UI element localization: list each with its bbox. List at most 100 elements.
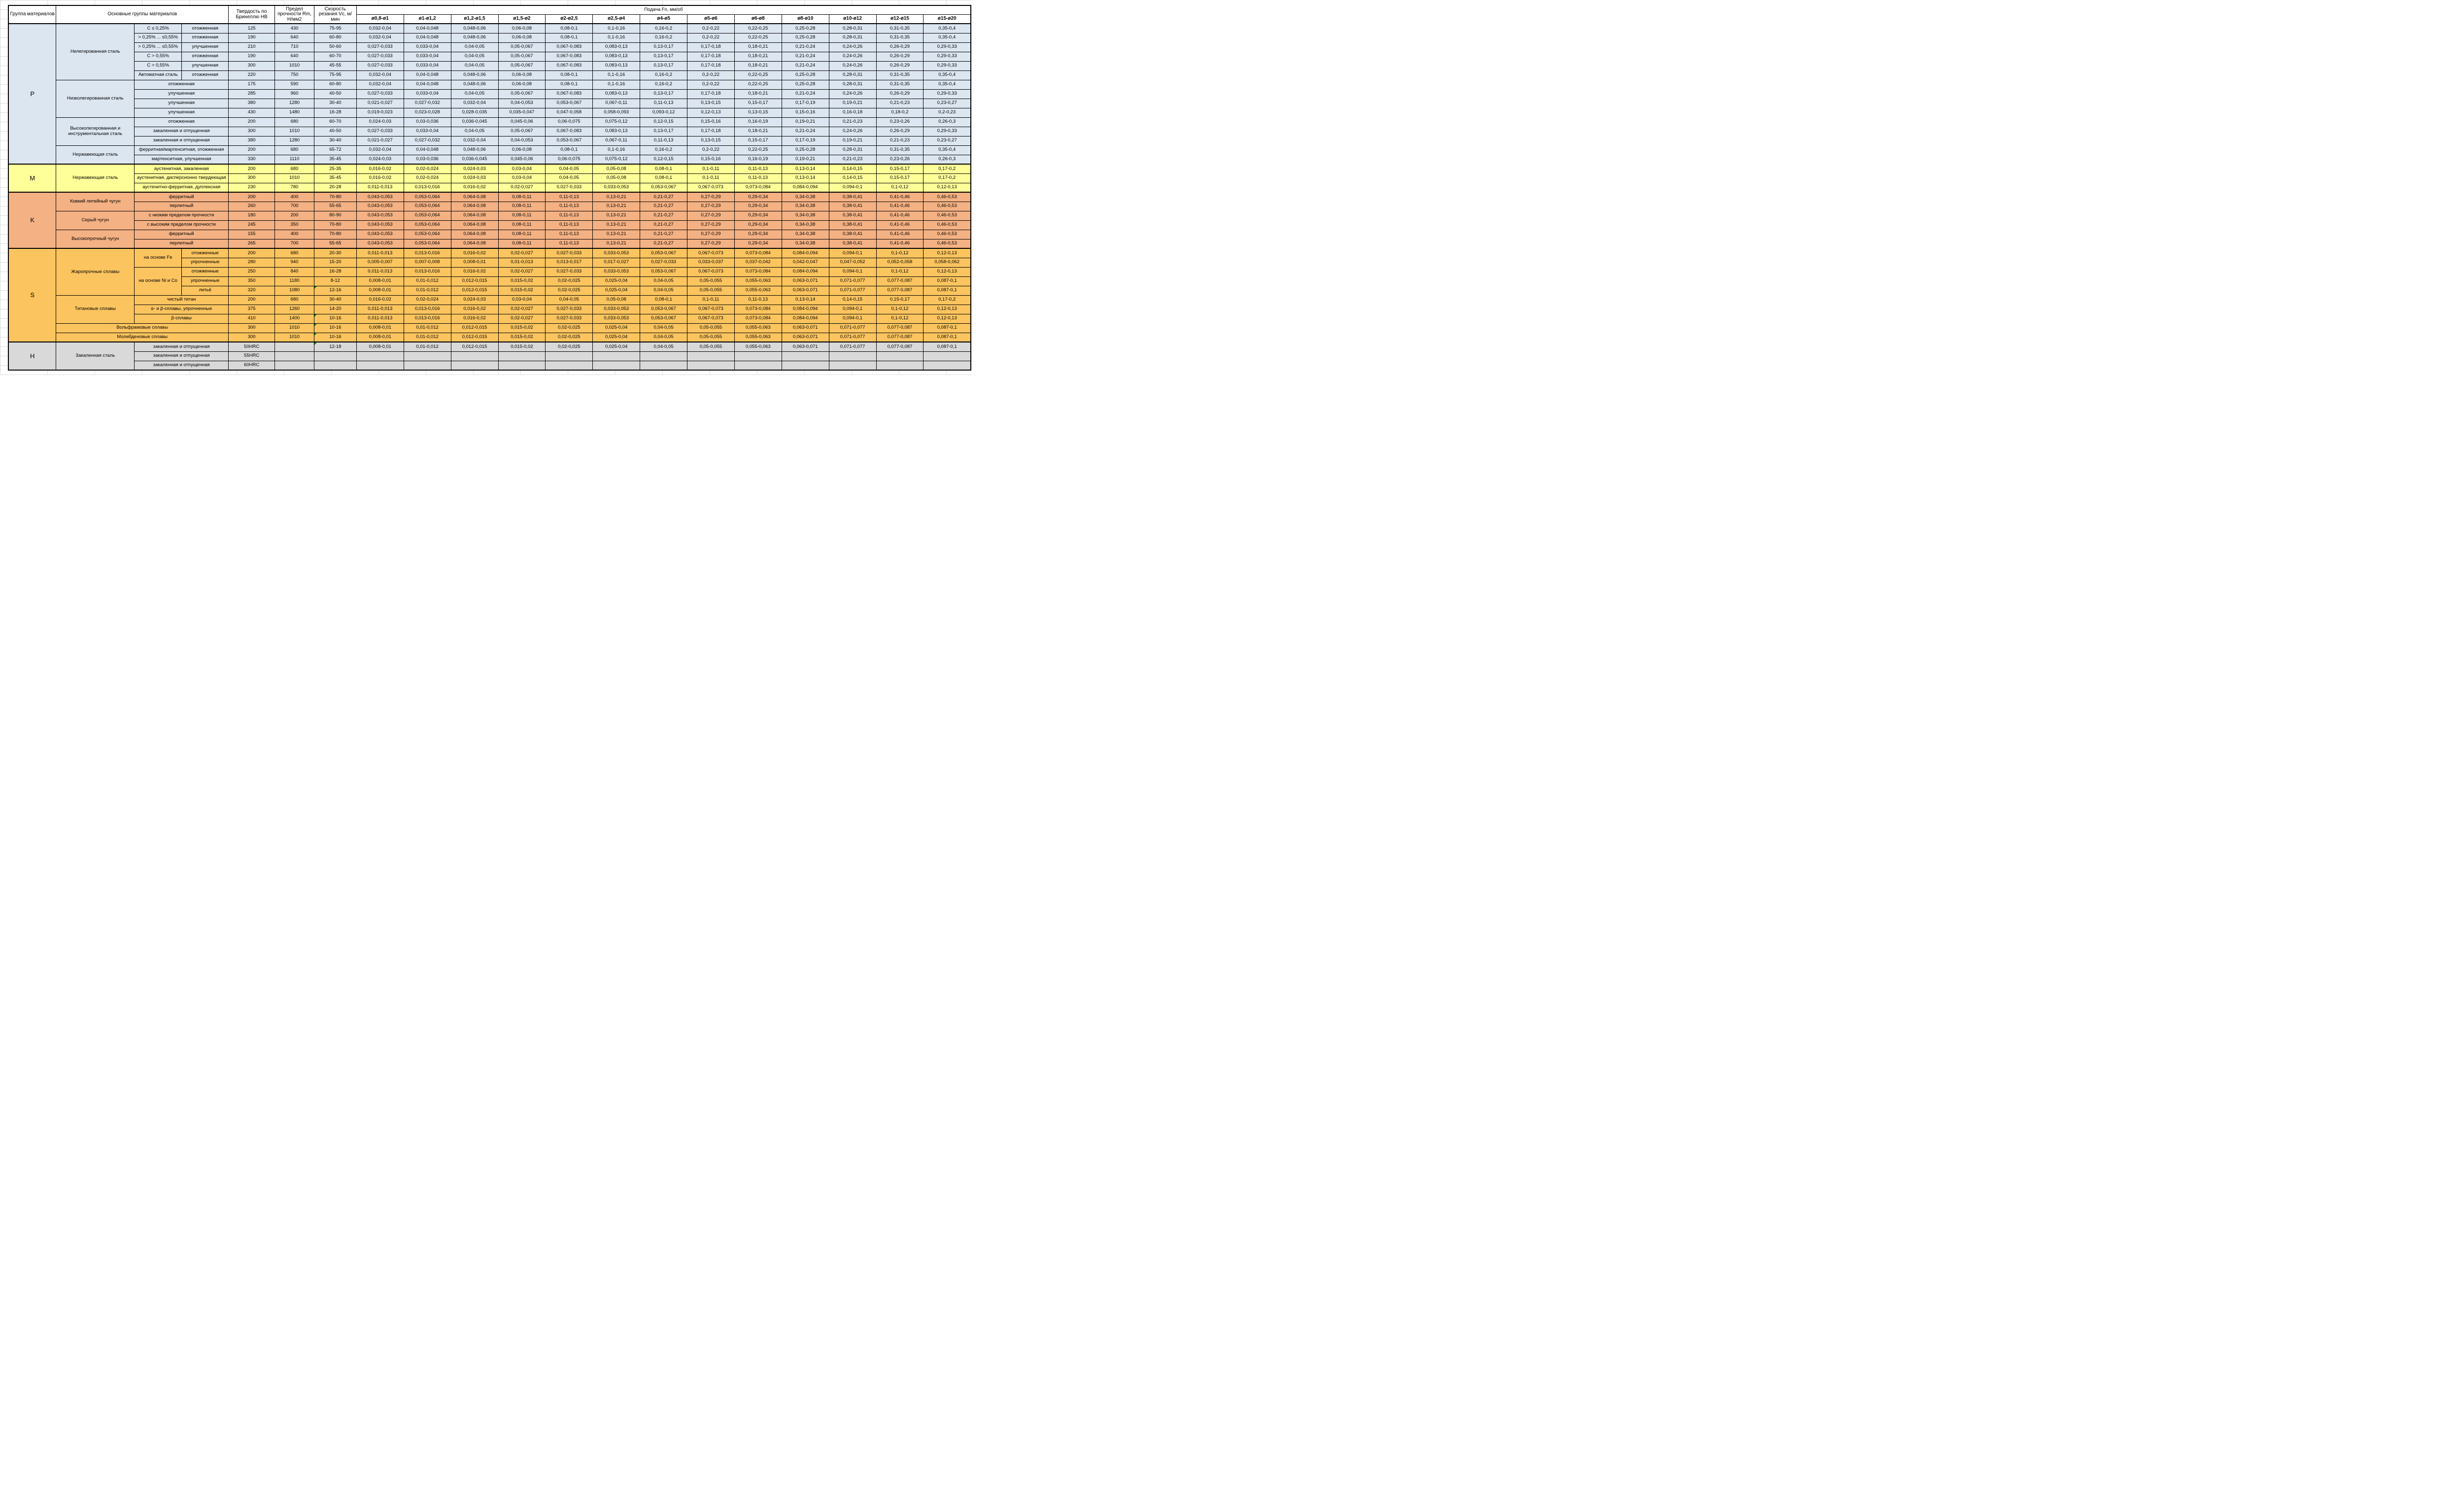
cell[interactable]: 0,11-0,13 (640, 136, 687, 146)
cell[interactable]: 0,04-0,05 (640, 332, 687, 342)
cell[interactable]: 0,12-0,13 (923, 304, 971, 314)
cell[interactable]: 0,005-0,007 (356, 257, 404, 268)
header-hardness[interactable]: Твердость по Бринеллю HB (228, 5, 275, 24)
cell[interactable]: 0,08-0,1 (640, 295, 687, 305)
cell[interactable]: 16-28 (313, 107, 357, 118)
cell[interactable]: 60-80 (313, 79, 357, 90)
cell[interactable]: 0,22-0,25 (734, 145, 782, 155)
cell[interactable]: 0,053-0,067 (640, 313, 687, 324)
cell[interactable]: 0,077-0,087 (876, 332, 924, 342)
cell[interactable]: 20-28 (313, 182, 357, 193)
cell[interactable]: 0,011-0,013 (356, 304, 404, 314)
cell[interactable]: 0,013-0,016 (403, 248, 451, 258)
cell[interactable]: 0,08-0,11 (498, 239, 546, 249)
cell[interactable]: 0,35-0,4 (923, 70, 971, 80)
header-feed-size[interactable]: ø2,5-ø4 (592, 14, 641, 24)
cell[interactable]: 0,11-0,13 (545, 220, 593, 230)
cell[interactable]: Нержавеющая сталь (56, 164, 135, 193)
cell[interactable]: 0,1-0,11 (687, 164, 735, 174)
header-material-group[interactable]: Группа материалов (8, 5, 57, 24)
cell[interactable]: отожженная (181, 70, 229, 80)
cell[interactable]: 0,053-0,067 (640, 182, 687, 193)
cell[interactable]: 0,043-0,053 (356, 192, 404, 202)
cell[interactable]: 0,46-0,53 (923, 192, 971, 202)
cell[interactable]: 0,053-0,064 (403, 220, 451, 230)
cell[interactable]: 0,27-0,29 (687, 239, 735, 249)
cell[interactable]: 0,013-0,016 (403, 313, 451, 324)
cell[interactable]: 0,1-0,12 (876, 248, 924, 258)
cell[interactable]: 0,012-0,015 (450, 285, 499, 296)
cell[interactable]: 0,075-0,12 (592, 117, 641, 127)
cell[interactable]: 0,071-0,077 (828, 341, 877, 352)
cell[interactable]: 0,063-0,071 (781, 276, 829, 286)
cell[interactable]: 0,01-0,012 (403, 341, 451, 352)
cell[interactable]: 0,18-0,21 (734, 89, 782, 99)
cell[interactable]: 0,31-0,35 (876, 23, 924, 34)
cell[interactable]: 0,05-0,055 (687, 341, 735, 352)
cell[interactable] (592, 360, 641, 371)
cell[interactable]: 0,035-0,047 (498, 107, 546, 118)
cell[interactable]: 0,067-0,073 (687, 267, 735, 277)
cell[interactable]: 65-72 (313, 145, 357, 155)
cell[interactable]: 0,18-0,21 (734, 126, 782, 136)
cell[interactable]: 0,2-0,22 (687, 23, 735, 34)
cell[interactable]: 0,08-0,1 (545, 70, 593, 80)
cell[interactable]: 0,067-0,083 (545, 126, 593, 136)
cell[interactable]: 0,38-0,41 (828, 210, 877, 221)
cell[interactable]: 1110 (274, 154, 314, 165)
cell[interactable]: 0,048-0,06 (450, 70, 499, 80)
cell[interactable]: 0,048-0,06 (450, 33, 499, 43)
cell[interactable]: 0,2-0,22 (687, 70, 735, 80)
cell[interactable]: 55-65 (313, 201, 357, 211)
cell[interactable]: 0,033-0,04 (403, 89, 451, 99)
cell[interactable]: 0,094-0,1 (828, 304, 877, 314)
cell[interactable]: 940 (274, 257, 314, 268)
cell[interactable]: 0,071-0,077 (828, 285, 877, 296)
cell[interactable]: 0,13-0,17 (640, 61, 687, 71)
cell[interactable] (274, 341, 314, 352)
cell[interactable]: 0,04-0,053 (498, 136, 546, 146)
cell[interactable]: 0,04-0,048 (403, 70, 451, 80)
cell[interactable]: Нержавеющая сталь (56, 145, 135, 165)
cell[interactable]: 300 (228, 126, 275, 136)
cell[interactable]: 0,013-0,016 (403, 267, 451, 277)
cell[interactable]: 1400 (274, 313, 314, 324)
cell[interactable]: 0,033-0,04 (403, 51, 451, 62)
cell[interactable]: 0,13-0,15 (687, 136, 735, 146)
cell[interactable]: 0,13-0,14 (781, 173, 829, 183)
header-feed-size[interactable]: ø1-ø1,2 (403, 14, 451, 24)
cell[interactable]: 0,077-0,087 (876, 341, 924, 352)
cell[interactable]: 0,017-0,027 (592, 257, 641, 268)
cell[interactable]: 380 (228, 98, 275, 108)
cell[interactable]: 175 (228, 79, 275, 90)
cell[interactable]: 0,027-0,033 (545, 313, 593, 324)
cell[interactable]: 0,015-0,02 (498, 285, 546, 296)
cell[interactable]: 0,053-0,064 (403, 229, 451, 239)
cell[interactable]: 0,067-0,083 (545, 61, 593, 71)
cell[interactable]: 0,084-0,094 (781, 304, 829, 314)
cell[interactable]: 0,2-0,23 (923, 107, 971, 118)
cell[interactable]: 0,087-0,1 (923, 276, 971, 286)
cell[interactable]: 0,17-0,19 (781, 136, 829, 146)
group-letter-cell[interactable]: S (8, 248, 57, 342)
cell[interactable]: Жаропрочные сплавы (56, 248, 135, 296)
cell[interactable]: 0,024-0,03 (356, 154, 404, 165)
cell[interactable]: 0,011-0,013 (356, 267, 404, 277)
cell[interactable]: 0,021-0,027 (356, 136, 404, 146)
cell[interactable]: улучшенная (134, 98, 229, 108)
cell[interactable]: 0,41-0,46 (876, 201, 924, 211)
cell[interactable]: 0,13-0,17 (640, 89, 687, 99)
cell[interactable]: 0,04-0,053 (498, 98, 546, 108)
cell[interactable]: 400 (274, 192, 314, 202)
cell[interactable]: 45-55 (313, 61, 357, 71)
cell[interactable] (828, 360, 877, 371)
cell[interactable]: 0,19-0,21 (781, 154, 829, 165)
cell[interactable]: 0,063-0,071 (781, 332, 829, 342)
cell[interactable]: 200 (228, 295, 275, 305)
cell[interactable]: ферритный (134, 229, 229, 239)
cell[interactable]: 0,15-0,16 (687, 117, 735, 127)
cell[interactable]: 0,027-0,032 (403, 98, 451, 108)
cell[interactable]: 0,063-0,071 (781, 323, 829, 333)
cell[interactable]: 710 (274, 42, 314, 52)
cell[interactable]: 0,027-0,033 (356, 42, 404, 52)
